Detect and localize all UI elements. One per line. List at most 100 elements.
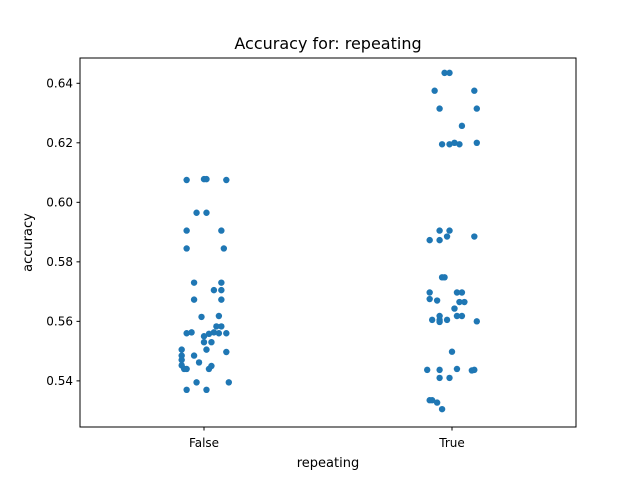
- data-point: [223, 330, 230, 337]
- data-point: [446, 374, 453, 382]
- data-point: [458, 122, 466, 130]
- data-point: [213, 323, 220, 330]
- data-point: [443, 233, 451, 240]
- y-tick-label: 0.54: [46, 374, 73, 388]
- data-point: [438, 405, 446, 413]
- data-point: [190, 352, 198, 359]
- data-point: [436, 227, 443, 234]
- data-point: [438, 141, 446, 148]
- y-axis: 0.54 0.56 0.58 0.60 0.62 0.64: [46, 76, 80, 388]
- data-point: [473, 139, 480, 147]
- data-point: [178, 352, 185, 359]
- data-point: [448, 348, 456, 355]
- data-point: [203, 386, 210, 394]
- data-point: [218, 296, 225, 303]
- data-point: [205, 330, 213, 338]
- data-point: [223, 348, 230, 356]
- data-point: [218, 286, 225, 294]
- data-point: [193, 379, 200, 386]
- x-tick-label: True: [438, 436, 465, 450]
- data-point: [205, 365, 213, 373]
- data-point: [220, 245, 228, 252]
- data-point: [428, 316, 436, 324]
- data-point: [218, 227, 225, 234]
- data-point: [190, 279, 198, 286]
- data-point: [218, 279, 225, 286]
- data-point: [458, 289, 466, 296]
- data-point: [473, 318, 480, 325]
- data-point: [451, 139, 458, 147]
- y-tick-label: 0.62: [46, 136, 73, 150]
- data-point: [424, 366, 431, 374]
- data-point: [223, 176, 230, 184]
- data-point: [446, 227, 453, 234]
- data-point: [441, 274, 448, 281]
- data-point: [203, 209, 210, 216]
- data-point: [431, 87, 438, 94]
- data-point: [215, 312, 223, 320]
- data-point: [198, 313, 205, 321]
- data-point: [471, 366, 478, 374]
- data-point: [446, 141, 453, 148]
- data-point: [200, 333, 208, 340]
- data-point: [178, 356, 185, 364]
- points-layer: [178, 69, 480, 413]
- data-point: [190, 296, 198, 303]
- data-point: [183, 245, 190, 252]
- data-point: [471, 87, 478, 94]
- data-point: [453, 365, 461, 373]
- data-point: [471, 233, 478, 240]
- data-point: [436, 318, 443, 326]
- data-point: [208, 338, 215, 346]
- data-point: [195, 359, 203, 366]
- data-point: [200, 338, 208, 346]
- data-point: [218, 323, 225, 330]
- chart-title: Accuracy for: repeating: [234, 34, 421, 53]
- data-point: [215, 330, 223, 337]
- data-point: [461, 298, 468, 306]
- y-tick-label: 0.56: [46, 314, 73, 328]
- data-point: [225, 379, 232, 386]
- data-point: [458, 312, 466, 320]
- data-point: [183, 365, 190, 373]
- data-point: [188, 329, 195, 336]
- data-point: [473, 105, 480, 112]
- data-point: [436, 374, 443, 382]
- data-point: [426, 236, 433, 244]
- data-point: [203, 346, 210, 353]
- data-point: [441, 69, 448, 77]
- data-point: [210, 286, 218, 294]
- plot-area-frame: [79, 57, 577, 428]
- x-axis: False True: [189, 427, 465, 450]
- data-point: [433, 297, 441, 304]
- data-point: [183, 176, 190, 184]
- x-axis-label: repeating: [297, 456, 359, 471]
- data-point: [456, 141, 463, 148]
- data-point: [183, 386, 190, 394]
- data-point: [453, 312, 461, 320]
- data-point: [456, 298, 463, 306]
- data-point: [433, 399, 441, 406]
- data-point: [183, 330, 190, 337]
- data-point: [193, 209, 200, 216]
- data-point: [183, 227, 190, 234]
- data-point: [436, 105, 443, 112]
- y-tick-label: 0.60: [46, 195, 73, 209]
- data-point: [210, 329, 218, 336]
- data-point: [426, 289, 433, 296]
- data-point: [426, 295, 433, 303]
- data-point: [436, 236, 443, 244]
- data-point: [453, 289, 461, 296]
- data-point: [451, 305, 458, 312]
- x-tick-label: False: [189, 436, 219, 450]
- data-point: [428, 397, 436, 404]
- data-point: [443, 316, 451, 324]
- data-point: [436, 366, 443, 374]
- data-point: [446, 69, 453, 77]
- y-axis-label: accuracy: [21, 213, 36, 272]
- data-point: [178, 346, 185, 353]
- y-tick-label: 0.64: [46, 76, 73, 90]
- y-tick-label: 0.58: [46, 255, 73, 269]
